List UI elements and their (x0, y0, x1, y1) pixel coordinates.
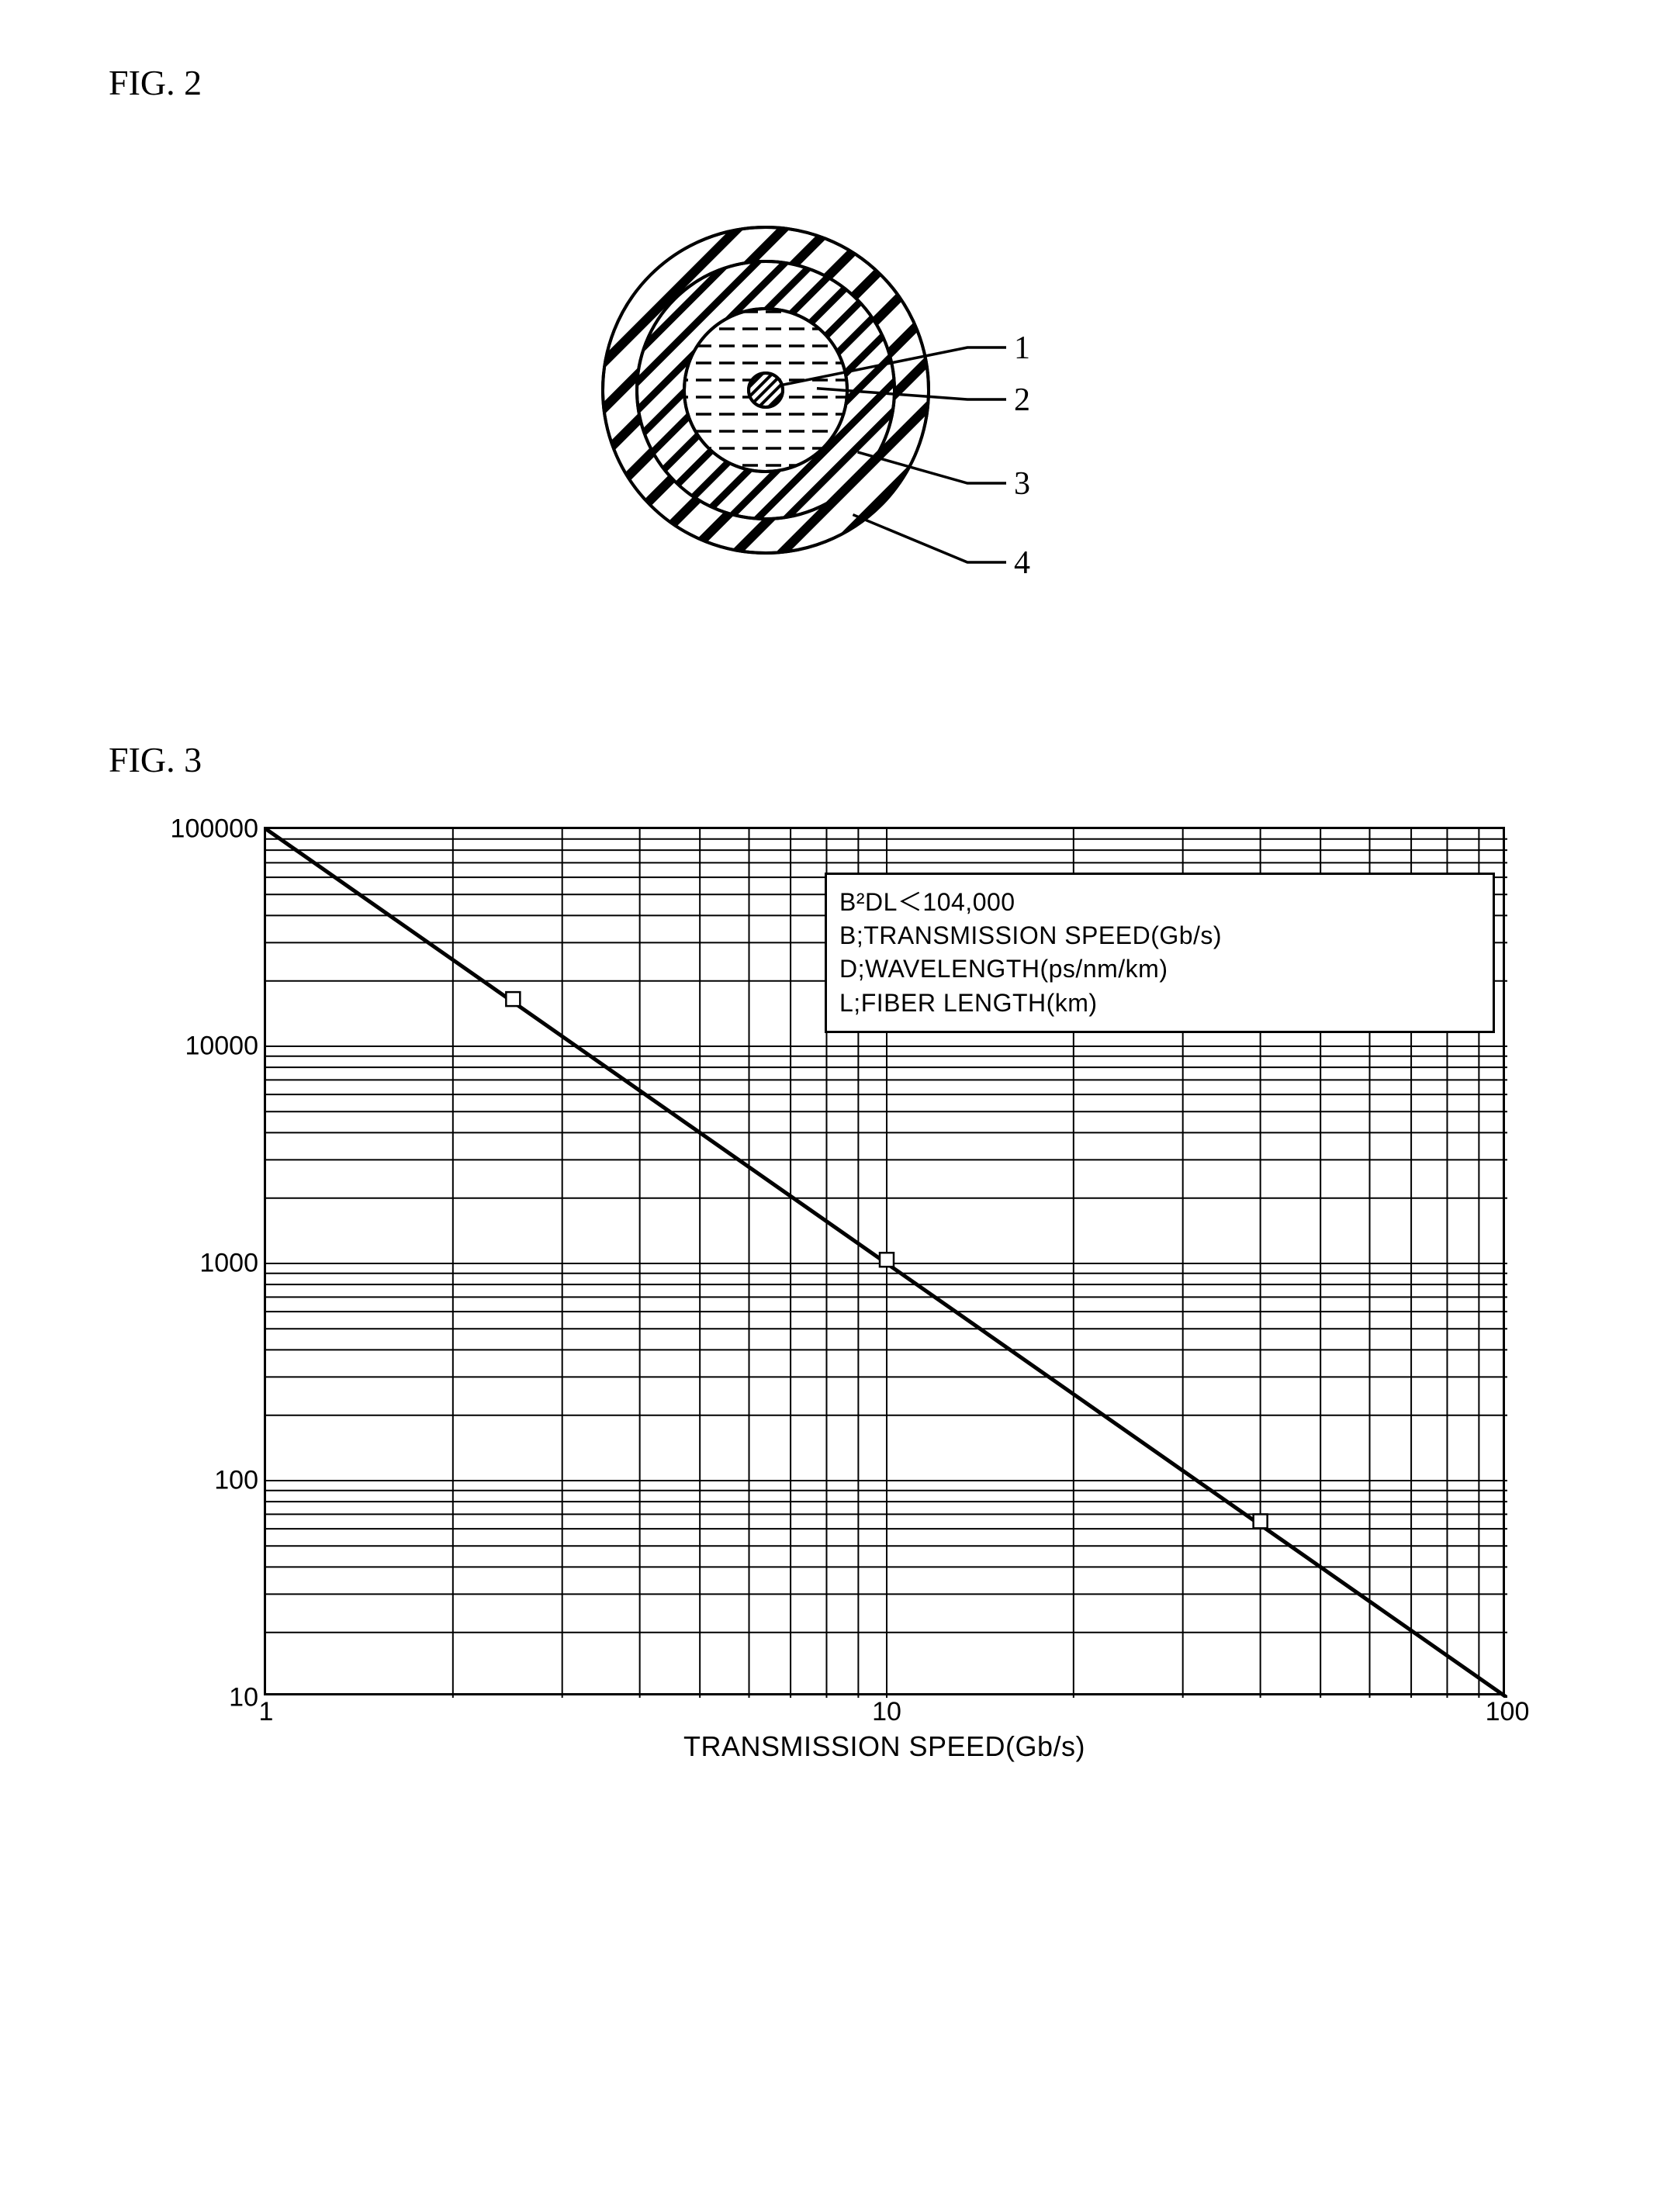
fiber-cross-section-svg: 1 2 3 4 (580, 150, 1099, 600)
figure-3-label: FIG. 3 (109, 739, 1585, 780)
figure-3-block: FIG. 3 ALLOWABLE WAVELENGTH DISPERSION(p… (93, 739, 1585, 1763)
plot-area: B²DL＜104,000B;TRANSMISSION SPEED(Gb/s)D;… (264, 827, 1505, 1695)
callout-label-4: 4 (1014, 545, 1030, 581)
y-tick-label: 100000 (171, 814, 258, 845)
chart-wrapper: B²DL＜104,000B;TRANSMISSION SPEED(Gb/s)D;… (140, 827, 1585, 1695)
y-tick-label: 100 (214, 1466, 258, 1496)
y-tick-label: 1000 (199, 1249, 258, 1279)
y-tick-label: 10000 (185, 1032, 258, 1062)
y-tick-label: 10 (229, 1683, 258, 1713)
figure-3-container: ALLOWABLE WAVELENGTH DISPERSION(ps/nm) B… (140, 827, 1585, 1763)
legend-line: D;WAVELENGTH(ps/nm/km) (839, 952, 1480, 986)
legend-line: L;FIBER LENGTH(km) (839, 987, 1480, 1020)
callout-label-1: 1 (1014, 330, 1030, 366)
x-tick-label: 10 (872, 1697, 901, 1727)
callout-label-2: 2 (1014, 382, 1030, 418)
figure-2-block: FIG. 2 1 2 3 4 (93, 62, 1585, 600)
callout-label-3: 3 (1014, 466, 1030, 502)
x-tick-label: 100 (1486, 1697, 1530, 1727)
figure-2-diagram: 1 2 3 4 (93, 150, 1585, 600)
x-axis-label: TRANSMISSION SPEED(Gb/s) (264, 1730, 1505, 1763)
legend-line: B;TRANSMISSION SPEED(Gb/s) (839, 919, 1480, 952)
legend-line: B²DL＜104,000 (839, 886, 1480, 919)
legend-box: B²DL＜104,000B;TRANSMISSION SPEED(Gb/s)D;… (825, 873, 1495, 1033)
figure-2-label: FIG. 2 (109, 62, 1585, 103)
x-tick-label: 1 (259, 1697, 274, 1727)
